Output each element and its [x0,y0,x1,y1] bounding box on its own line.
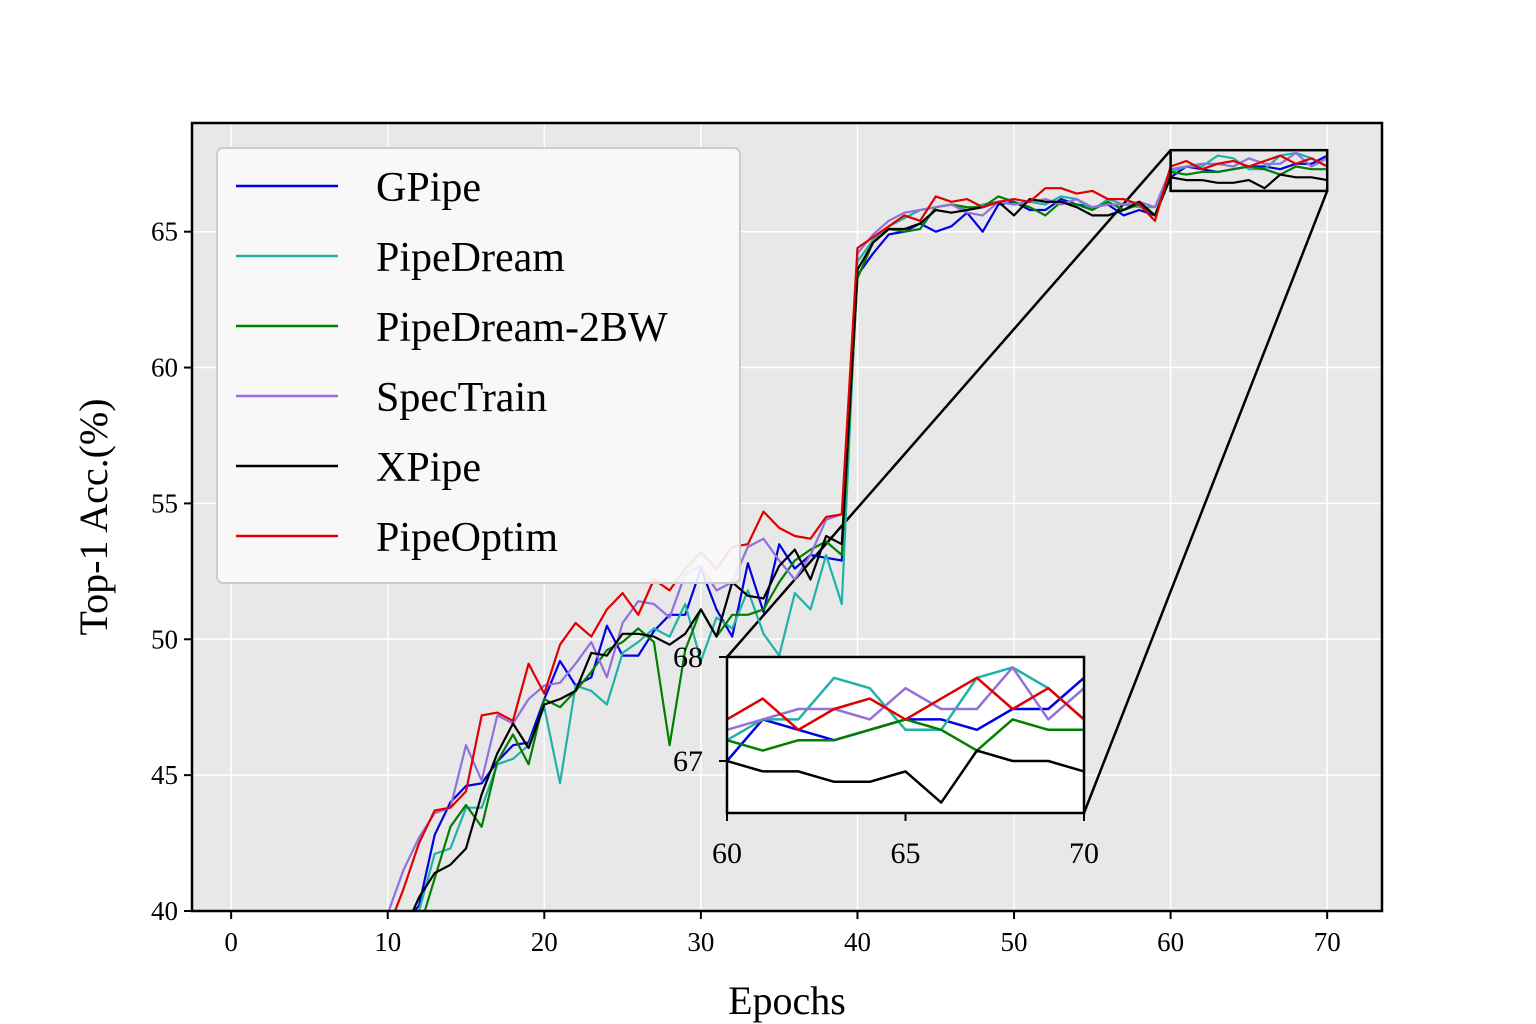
x-axis-ticks: 0 10 20 30 40 50 60 70 [224,911,1341,957]
zoom-connector-line [726,149,1172,658]
inset-x-tick-label: 70 [1069,837,1099,870]
inset-series-lines [727,666,1084,804]
y-tick-label: 40 [151,896,178,926]
y-axis-ticks: 40 45 50 55 60 65 [151,217,192,926]
x-tick-label: 50 [1001,927,1028,957]
legend-label-spectrain: SpecTrain [376,375,547,421]
inset-ticks: 60 65 70 67 68 [673,641,1099,870]
zoom-connector-line [1082,190,1329,814]
zoom-region-box [1169,148,1329,193]
legend-box [216,147,741,584]
legend-label-pipedream-2bw: PipeDream-2BW [376,305,668,351]
legend-label-gpipe: GPipe [376,165,481,211]
x-tick-label: 40 [844,927,871,957]
inset-line-xpipe [727,749,1084,804]
inset-x-tick-label: 60 [712,837,742,870]
x-tick-label: 10 [374,927,401,957]
y-tick-label: 50 [151,624,178,654]
inset-line-spectrain [727,666,1084,732]
inset-y-tick-label: 68 [673,641,703,674]
inset-background [727,657,1084,813]
x-tick-label: 70 [1314,927,1341,957]
inset-line-pipeoptim [727,676,1084,732]
x-axis-title: Epochs [728,978,846,1023]
inset-y-tick-label: 67 [673,745,703,778]
y-tick-label: 45 [151,760,178,790]
y-tick-label: 60 [151,353,178,383]
x-tick-label: 20 [531,927,558,957]
x-tick-label: 60 [1157,927,1184,957]
x-tick-label: 0 [224,927,238,957]
y-tick-label: 55 [151,488,178,518]
zoom-connector-lines [726,149,1329,814]
plot-frame [190,121,1384,913]
legend: GPipe PipeDream PipeDream-2BW SpecTrain XPip… [216,147,741,584]
legend-label-xpipe: XPipe [376,445,481,491]
legend-label-pipeoptim: PipeOptim [376,515,558,561]
x-tick-label: 30 [687,927,714,957]
inset-x-tick-label: 65 [891,837,921,870]
y-tick-label: 65 [151,217,178,247]
legend-label-pipedream: PipeDream [376,235,565,281]
inset-zoom-plot: 60 65 70 67 68 [673,641,1099,870]
y-axis-title: Top-1 Acc.(%) [71,398,116,635]
